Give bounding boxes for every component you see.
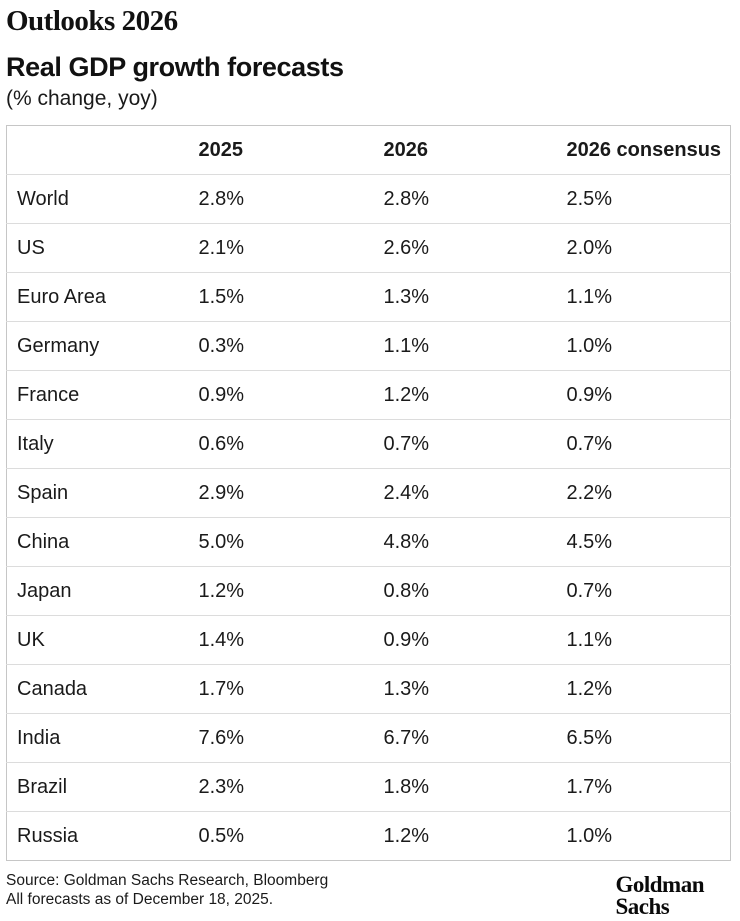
column-header: 2026 consensus bbox=[556, 125, 731, 176]
row-label: Japan bbox=[6, 566, 189, 616]
table-row: Brazil 2.3% 1.8% 1.7% bbox=[6, 762, 731, 812]
row-value: 1.2% bbox=[188, 566, 374, 616]
row-value: 2.8% bbox=[383, 188, 430, 211]
goldman-sachs-logo: Goldman Sachs bbox=[615, 872, 704, 919]
footer: Source: Goldman Sachs Research, Bloomber… bbox=[6, 872, 732, 919]
row-value: 1.3% bbox=[373, 272, 557, 322]
row-value: 2.8% bbox=[198, 188, 245, 211]
column-header bbox=[6, 125, 189, 176]
row-value: 2.5% bbox=[566, 188, 613, 211]
source-line-1: Source: Goldman Sachs Research, Bloomber… bbox=[6, 872, 329, 890]
row-value: 5.0% bbox=[188, 517, 374, 567]
row-value: 1.0% bbox=[556, 321, 731, 371]
row-value: 1.7% bbox=[556, 762, 731, 812]
row-label: US bbox=[6, 223, 189, 273]
row-value: 1.8% bbox=[373, 762, 557, 812]
column-header: 2026 bbox=[373, 125, 557, 176]
row-value: 0.6% bbox=[188, 419, 374, 469]
row-label: China bbox=[6, 517, 189, 567]
row-label: World bbox=[17, 188, 69, 211]
row-value: 6.7% bbox=[373, 713, 557, 763]
row-value: 1.1% bbox=[556, 615, 731, 665]
row-value: 6.5% bbox=[556, 713, 731, 763]
row-label: France bbox=[6, 370, 189, 420]
row-value: 2.1% bbox=[188, 223, 374, 273]
table-row: Italy 0.6% 0.7% 0.7% bbox=[6, 419, 731, 469]
row-label: Italy bbox=[6, 419, 189, 469]
row-value: 1.1% bbox=[556, 272, 731, 322]
row-value: 0.5% bbox=[188, 811, 374, 861]
row-value: 0.8% bbox=[373, 566, 557, 616]
table-row: US 2.1% 2.6% 2.0% bbox=[6, 223, 731, 273]
row-label: Canada bbox=[6, 664, 189, 714]
table-row: China 5.0% 4.8% 4.5% bbox=[6, 517, 731, 567]
row-value: 0.9% bbox=[188, 370, 374, 420]
column-header: 2025 bbox=[188, 125, 374, 176]
row-value: 1.0% bbox=[556, 811, 731, 861]
table-row: Japan 1.2% 0.8% 0.7% bbox=[6, 566, 731, 616]
row-label: Spain bbox=[6, 468, 189, 518]
table-row: India 7.6% 6.7% 6.5% bbox=[6, 713, 731, 763]
row-value: 0.9% bbox=[373, 615, 557, 665]
row-value: 0.7% bbox=[556, 566, 731, 616]
table-row: Germany 0.3% 1.1% 1.0% bbox=[6, 321, 731, 371]
row-value: 2.3% bbox=[188, 762, 374, 812]
row-value: 1.2% bbox=[373, 811, 557, 861]
row-label: Russia bbox=[6, 811, 189, 861]
row-label: Brazil bbox=[6, 762, 189, 812]
row-value: 1.3% bbox=[373, 664, 557, 714]
row-value: 0.3% bbox=[188, 321, 374, 371]
row-value: 0.7% bbox=[556, 419, 731, 469]
row-label: Euro Area bbox=[6, 272, 189, 322]
table-body: World 2.8% 2.8% 2.5% US 2.1% 2.6% 2.0% Euro Area… bbox=[6, 175, 731, 861]
row-value: 7.6% bbox=[188, 713, 374, 763]
logo-line-1: Goldman bbox=[615, 872, 704, 898]
source-line-2: All forecasts as of December 18, 2025. bbox=[6, 891, 274, 909]
row-value: 2.2% bbox=[556, 468, 731, 518]
table-row: Spain 2.9% 2.4% 2.2% bbox=[6, 468, 731, 518]
logo-line-2: Sachs bbox=[615, 893, 670, 919]
table-row: Canada 1.7% 1.3% 1.2% bbox=[6, 664, 731, 714]
table-row: UK 1.4% 0.9% 1.1% bbox=[6, 615, 731, 665]
row-value: 1.4% bbox=[188, 615, 374, 665]
table-row: Euro Area 1.5% 1.3% 1.1% bbox=[6, 272, 731, 322]
row-value: 0.7% bbox=[373, 419, 557, 469]
row-label: India bbox=[6, 713, 189, 763]
row-value: 1.7% bbox=[188, 664, 374, 714]
table-row: Russia 0.5% 1.2% 1.0% bbox=[6, 811, 731, 861]
source-note: Source: Goldman Sachs Research, Bloomber… bbox=[6, 872, 328, 910]
row-value: 2.6% bbox=[373, 223, 557, 273]
row-value: 1.2% bbox=[373, 370, 557, 420]
row-value: 2.0% bbox=[556, 223, 731, 273]
row-value: 1.2% bbox=[556, 664, 731, 714]
row-label: Germany bbox=[6, 321, 189, 371]
row-value: 1.5% bbox=[188, 272, 374, 322]
series-kicker: Outlooks 2026 bbox=[6, 5, 178, 37]
table-header-row: 2025 2026 2026 consensus bbox=[6, 125, 731, 176]
row-value: 1.1% bbox=[373, 321, 557, 371]
row-value: 4.5% bbox=[556, 517, 731, 567]
row-label: UK bbox=[6, 615, 189, 665]
page-subtitle: (% change, yoy) bbox=[6, 87, 158, 111]
row-value: 4.8% bbox=[373, 517, 557, 567]
table-row: World 2.8% 2.8% 2.5% bbox=[7, 175, 731, 224]
row-value: 2.4% bbox=[373, 468, 557, 518]
page-title: Real GDP growth forecasts bbox=[6, 52, 344, 82]
row-value: 0.9% bbox=[556, 370, 731, 420]
table-row: France 0.9% 1.2% 0.9% bbox=[6, 370, 731, 420]
row-value: 2.9% bbox=[188, 468, 374, 518]
gdp-forecast-table: 2025 2026 2026 consensus World 2.8% 2.8% 2.5%… bbox=[6, 125, 731, 862]
